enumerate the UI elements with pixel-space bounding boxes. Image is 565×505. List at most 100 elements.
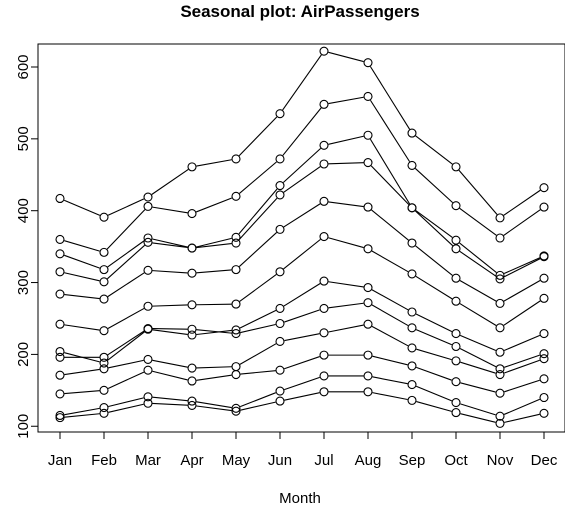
series-line-segment [196, 374, 232, 381]
data-point [407, 343, 417, 353]
series-line-segment [328, 162, 364, 165]
data-point [495, 369, 505, 380]
series-line-segment [107, 240, 145, 268]
data-point [319, 328, 329, 338]
series-11 [55, 91, 549, 257]
data-point [451, 162, 461, 172]
chart-title: Seasonal plot: AirPassengers [180, 2, 419, 21]
data-point [55, 352, 65, 362]
series-line-segment [284, 309, 320, 323]
data-point [143, 354, 153, 364]
data-point [187, 300, 197, 310]
series-line-segment [152, 396, 188, 402]
series-line-segment [195, 197, 233, 213]
data-point [451, 235, 461, 245]
data-point [539, 183, 549, 193]
y-tick-label: 600 [15, 54, 32, 79]
y-tick-label: 500 [15, 126, 32, 151]
series-line-segment [460, 382, 496, 393]
data-point [495, 233, 505, 243]
series-line-segment [459, 279, 497, 302]
data-point [451, 273, 461, 283]
x-tick-label: May [222, 452, 251, 469]
series-line-segment [284, 392, 320, 401]
series-line-segment [460, 361, 496, 374]
series-line-segment [459, 348, 497, 368]
series-line-segment [240, 370, 276, 375]
data-point [495, 411, 505, 421]
data-point [187, 376, 197, 386]
series-line-segment [416, 348, 452, 361]
series-line-segment [416, 401, 452, 412]
y-tick-label: 100 [15, 414, 32, 439]
series-line-segment [283, 283, 321, 307]
series-line-segment [371, 325, 409, 347]
series-line-segment [240, 401, 276, 411]
series-line-segment [284, 333, 320, 342]
x-tick-label: Jan [48, 452, 72, 469]
data-point [407, 380, 417, 390]
series-line-segment [107, 371, 145, 389]
series-line-segment [239, 273, 277, 302]
data-point [363, 91, 373, 102]
x-tick-label: Jul [314, 452, 333, 469]
data-point [55, 370, 65, 380]
data-point [319, 303, 329, 313]
series-line-segment [414, 210, 454, 247]
series-line-segment [328, 201, 364, 208]
x-axis: Jan Feb Mar Apr May Jun Jul Aug Sep Oct Nov Dec [48, 432, 558, 469]
data-point [143, 201, 153, 211]
data-point [99, 265, 109, 275]
data-point [539, 392, 549, 403]
series-line-segment [369, 99, 411, 162]
data-point [451, 329, 461, 339]
series-line-segment [107, 331, 145, 361]
data-point [231, 265, 241, 275]
series-line-segment [372, 392, 408, 401]
data-point [55, 289, 65, 299]
series-line-segment [64, 390, 100, 395]
series-line-segment [503, 279, 541, 302]
data-point [143, 192, 153, 202]
x-tick-label: Dec [531, 452, 558, 469]
y-tick-label: 400 [15, 198, 32, 223]
data-point [539, 349, 549, 359]
data-point [275, 303, 285, 313]
series-line-segment [372, 376, 408, 385]
series-line-segment [459, 242, 497, 273]
series-line-segment [196, 366, 232, 369]
series-6 [55, 276, 549, 368]
series-line-segment [108, 359, 144, 369]
series-line-segment [328, 237, 364, 249]
series-line-segment [460, 413, 496, 423]
series-line-segment [459, 303, 497, 326]
series-line-segment [238, 197, 278, 241]
data-point [363, 387, 373, 397]
series-line-segment [151, 168, 189, 195]
series-line-segment [284, 356, 320, 370]
series-line-segment [152, 328, 188, 330]
data-point [451, 201, 461, 211]
x-tick-label: Apr [180, 452, 203, 469]
y-tick-label: 300 [15, 270, 32, 295]
data-point [231, 362, 241, 372]
series-line-segment [503, 257, 541, 275]
series-line-segment [196, 269, 232, 274]
x-tick-label: Sep [399, 452, 426, 469]
series-line-segment [64, 368, 100, 376]
series-5 [55, 298, 549, 374]
data-point [363, 158, 373, 168]
series-line-segment [415, 245, 453, 276]
series-line-segment [239, 161, 277, 194]
data-point [187, 162, 197, 172]
data-point [539, 329, 549, 339]
x-tick-label: Jun [268, 452, 292, 469]
series-line-segment [504, 379, 540, 393]
series-line-segment [106, 209, 146, 250]
series-line-segment [64, 254, 100, 269]
data-point [407, 323, 417, 333]
data-point [407, 395, 417, 405]
data-point [363, 202, 373, 212]
data-point [231, 369, 241, 380]
series-line-segment [108, 397, 144, 408]
